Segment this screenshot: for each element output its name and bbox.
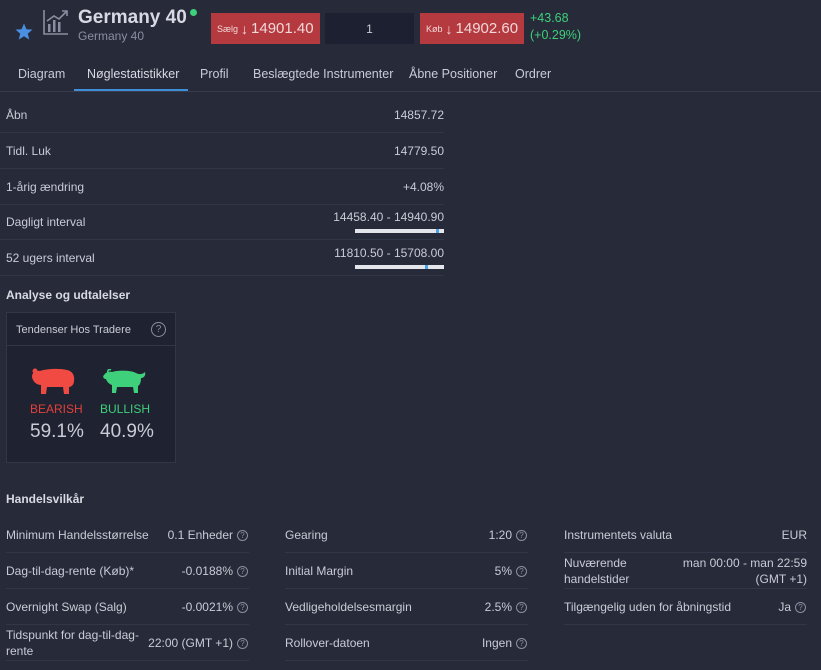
cond-label: Minimum Handelsstørrelse (6, 528, 149, 542)
bearish-percent: 59.1% (30, 421, 84, 442)
help-icon[interactable]: ? (237, 638, 248, 649)
help-icon[interactable]: ? (516, 602, 527, 613)
cond-value: man 00:00 - man 22:59 (GMT +1) (682, 556, 807, 586)
chart-trend-icon (43, 10, 68, 35)
bull-icon (103, 369, 146, 393)
help-icon[interactable]: ? (237, 530, 248, 541)
arrow-down-icon: ↓ (241, 20, 249, 37)
card-title: Tendenser Hos Tradere (16, 324, 131, 336)
help-icon[interactable]: ? (516, 566, 527, 577)
cond-row-after-hours: Tilgængelig uden for åbningstid Ja ? (564, 589, 807, 625)
conditions-section-title: Handelsvilkår (6, 492, 85, 506)
cond-label: Gearing (285, 528, 328, 542)
cond-row-currency: Instrumentets valuta EUR (564, 517, 807, 553)
help-icon[interactable]: ? (795, 602, 806, 613)
cond-row-rollover-date: Rollover-datoen Ingen ? (285, 625, 528, 661)
cond-row-overnight-sell: Overnight Swap (Salg) -0.0021% ? (6, 589, 249, 625)
trader-sentiment-card: Tendenser Hos Tradere ? BEARISH BULLISH … (6, 312, 176, 463)
cond-value: Ingen (481, 636, 512, 650)
price-change: +43.68 (+0.29%) (530, 10, 581, 44)
cond-label: Instrumentets valuta (564, 528, 673, 542)
stat-label: Tidl. Luk (6, 144, 51, 158)
cond-row-overnight-buy: Dag-til-dag-rente (Køb)* -0.0188% ? (6, 553, 249, 589)
cond-label: Tidspunkt for dag-til-dag-rente (6, 628, 139, 658)
arrow-down-icon: ↓ (445, 20, 453, 37)
buy-button[interactable]: Køb ↓ 14902.60 (420, 13, 524, 44)
daily-range-bar (355, 229, 444, 233)
card-header: Tendenser Hos Tradere ? (7, 313, 175, 346)
tab-orders[interactable]: Ordrer (515, 67, 552, 81)
cond-value: 2.5% (484, 600, 512, 614)
cond-label: Rollover-datoen (285, 636, 370, 650)
help-icon[interactable]: ? (237, 566, 248, 577)
cond-label: Overnight Swap (Salg) (6, 600, 127, 614)
stat-row-year-change: 1-årig ændring +4.08% (0, 169, 444, 205)
stat-label: 52 ugers interval (6, 251, 95, 265)
stat-value: 11810.50 - 15708.00 (334, 246, 444, 260)
bullish-percent: 40.9% (100, 421, 154, 442)
instrument-header: Germany 40 Germany 40 Sælg ↓ 14901.40 Kø… (0, 0, 821, 58)
52w-range-bar (355, 265, 444, 269)
bear-icon (32, 368, 75, 394)
stat-value: 14779.50 (393, 144, 444, 158)
market-open-indicator (190, 9, 197, 16)
sell-label: Sælg (217, 23, 239, 34)
instrument-subtitle: Germany 40 (78, 29, 145, 43)
tab-profile[interactable]: Profil (200, 67, 229, 81)
tab-diagram[interactable]: Diagram (18, 67, 66, 81)
stat-row-prev-close: Tidl. Luk 14779.50 (0, 133, 444, 169)
star-icon[interactable] (14, 22, 34, 42)
tab-key-stats[interactable]: Nøglestatistikker (74, 59, 188, 91)
stat-row-52w-range: 52 ugers interval 11810.50 - 15708.00 (0, 240, 444, 276)
stat-value: +4.08% (402, 180, 444, 194)
cond-label: Nuværende handelstider (564, 556, 630, 586)
tab-open-positions[interactable]: Åbne Positioner (409, 67, 498, 81)
help-icon[interactable]: ? (516, 530, 527, 541)
sell-button[interactable]: Sælg ↓ 14901.40 (211, 13, 320, 44)
cond-row-trading-hours: Nuværende handelstider man 00:00 - man 2… (564, 553, 807, 589)
cond-value: 1:20 (488, 528, 512, 542)
cond-label: Vedligeholdelsesmargin (285, 600, 412, 614)
stat-label: Åbn (6, 108, 28, 122)
cond-value: Ja (778, 600, 791, 614)
tab-related-instruments[interactable]: Beslægtede Instrumenter (253, 67, 394, 81)
cond-value: 22:00 (GMT +1) (148, 636, 233, 650)
cond-value: EUR (781, 528, 807, 542)
buy-price: 14902.60 (455, 20, 519, 37)
buy-label: Køb (426, 23, 443, 34)
cond-row-overnight-time: Tidspunkt for dag-til-dag-rente 22:00 (G… (6, 625, 249, 661)
cond-label: Tilgængelig uden for åbningstid (564, 600, 731, 614)
help-icon[interactable]: ? (516, 638, 527, 649)
tab-bar: Diagram Nøglestatistikker Profil Beslægt… (0, 59, 821, 92)
cond-row-leverage: Gearing 1:20 ? (285, 517, 528, 553)
help-icon[interactable]: ? (237, 602, 248, 613)
analysis-section-title: Analyse og udtalelser (6, 288, 131, 302)
quantity-input[interactable] (325, 13, 414, 44)
cond-value: 0.1 Enheder (167, 528, 233, 542)
stat-value: 14857.72 (393, 108, 444, 122)
stat-row-daily-range: Dagligt interval 14458.40 - 14940.90 (0, 204, 444, 240)
cond-value: 5% (494, 564, 512, 578)
stat-row-open: Åbn 14857.72 (0, 97, 444, 133)
bearish-label: BEARISH (30, 402, 83, 416)
sell-price: 14901.40 (251, 20, 314, 37)
cond-value: -0.0188% (181, 564, 233, 578)
cond-row-min-trade-size: Minimum Handelsstørrelse 0.1 Enheder ? (6, 517, 249, 553)
cond-label: Dag-til-dag-rente (Køb)* (6, 564, 135, 578)
cond-label: Initial Margin (285, 564, 354, 578)
cond-row-maintenance-margin: Vedligeholdelsesmargin 2.5% ? (285, 589, 528, 625)
bullish-label: BULLISH (100, 402, 151, 416)
instrument-title: Germany 40 (78, 7, 187, 28)
daily-range-marker (435, 229, 439, 233)
stat-label: 1-årig ændring (6, 180, 85, 194)
price-change-pct: (+0.29%) (530, 28, 582, 42)
cond-value: -0.0021% (181, 600, 233, 614)
52w-range-marker (425, 265, 429, 269)
cond-row-initial-margin: Initial Margin 5% ? (285, 553, 528, 589)
stat-value: 14458.40 - 14940.90 (333, 210, 444, 224)
help-icon[interactable]: ? (151, 322, 166, 337)
stat-label: Dagligt interval (6, 215, 86, 229)
price-change-abs: +43.68 (530, 11, 569, 25)
